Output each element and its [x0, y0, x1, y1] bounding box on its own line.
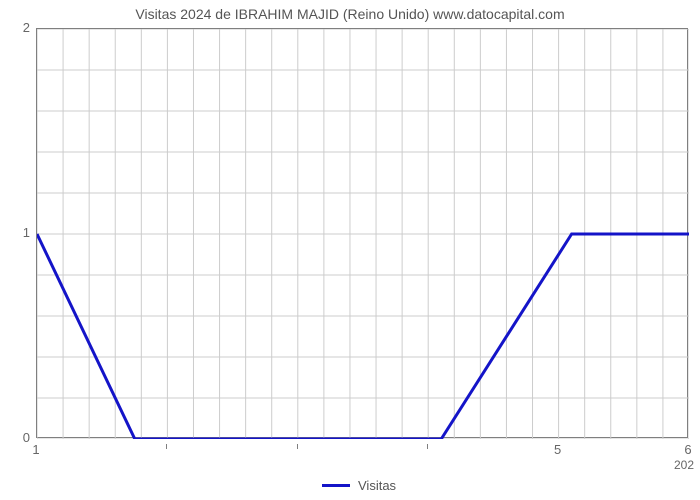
x-tick-label: 5 [548, 442, 568, 457]
x-minor-tick [427, 444, 428, 449]
series-line [37, 234, 689, 439]
x-tick-label: 6 [678, 442, 698, 457]
series-group [37, 234, 689, 439]
plot-svg [37, 29, 689, 439]
y-tick-label: 2 [12, 20, 30, 35]
x-minor-tick [166, 444, 167, 449]
x-tick-label: 1 [26, 442, 46, 457]
chart-container: Visitas 2024 de IBRAHIM MAJID (Reino Uni… [0, 0, 700, 500]
plot-area [36, 28, 688, 438]
legend-swatch [322, 484, 350, 487]
x-minor-tick [297, 444, 298, 449]
y-tick-label: 1 [12, 225, 30, 240]
legend: Visitas [322, 478, 396, 493]
legend-label: Visitas [358, 478, 396, 493]
x-axis-sublabel: 202 [664, 458, 694, 472]
chart-title: Visitas 2024 de IBRAHIM MAJID (Reino Uni… [0, 6, 700, 22]
